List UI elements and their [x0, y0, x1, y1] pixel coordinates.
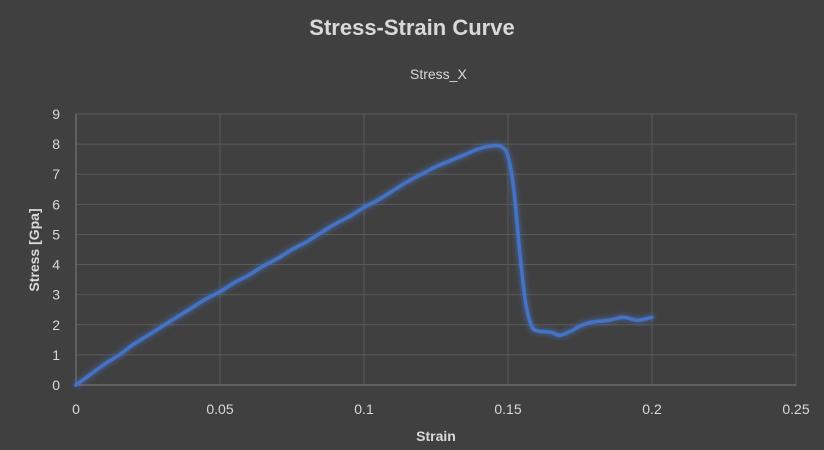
y-tick-label: 0: [52, 377, 60, 393]
x-tick-label: 0: [72, 401, 80, 417]
y-tick-label: 7: [52, 166, 60, 182]
y-tick-label: 4: [52, 257, 60, 273]
x-tick-label: 0.2: [642, 401, 662, 417]
tick-labels: 0 1 2 3 4 5 6 7 8 9 0 0.05 0.1 0.15 0.2 0.25: [52, 106, 810, 417]
y-tick-label: 9: [52, 106, 60, 122]
x-tick-label: 0.15: [494, 401, 521, 417]
y-tick-label: 6: [52, 196, 60, 212]
x-tick-label: 0.1: [354, 401, 374, 417]
legend: Stress_X: [366, 66, 467, 82]
y-axis-title: Stress [Gpa]: [26, 208, 42, 291]
chart-title: Stress-Strain Curve: [309, 15, 514, 40]
series-layer: [74, 143, 654, 387]
y-tick-label: 1: [52, 347, 60, 363]
y-tick-label: 3: [52, 287, 60, 303]
x-axis-title: Strain: [416, 428, 456, 444]
series-line-stress-x: [74, 143, 654, 387]
y-tick-label: 2: [52, 317, 60, 333]
x-tick-label: 0.05: [206, 401, 233, 417]
y-tick-label: 8: [52, 136, 60, 152]
legend-label-stress-x: Stress_X: [410, 66, 467, 82]
x-tick-label: 0.25: [782, 401, 809, 417]
gridlines: [76, 113, 797, 385]
axes: [75, 114, 796, 386]
y-tick-label: 5: [52, 226, 60, 242]
